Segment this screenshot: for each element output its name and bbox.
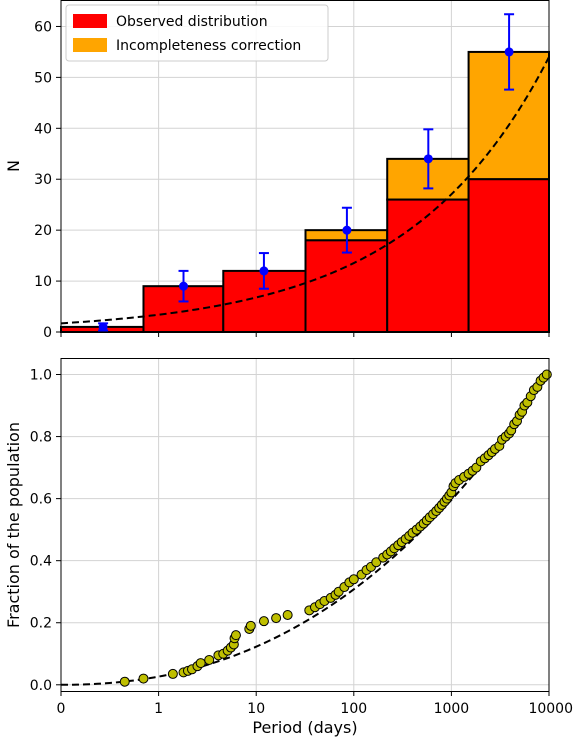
x-axis-label: Period (days) xyxy=(252,718,357,737)
error-point xyxy=(342,225,352,235)
bottom-y-tick-label: 1.0 xyxy=(30,368,52,384)
legend-box xyxy=(65,4,329,62)
bottom-x-ticks: 0 1 10 100 1000 10000 xyxy=(57,691,573,717)
legend-swatch-correction xyxy=(73,38,107,52)
bottom-fit-curve xyxy=(60,373,550,686)
bar-observed xyxy=(386,198,470,333)
legend: Observed distribution Incompleteness cor… xyxy=(65,4,329,62)
top-y-tick-label: 40 xyxy=(34,121,52,137)
bottom-y-tick-label: 0.4 xyxy=(30,554,52,570)
top-y-tick-label: 60 xyxy=(34,19,52,35)
bar-observed xyxy=(467,178,551,333)
error-point xyxy=(259,266,269,276)
scatter-point xyxy=(282,609,293,620)
error-point xyxy=(423,154,433,164)
scatter-point xyxy=(245,620,256,631)
bottom-scatter-points xyxy=(119,369,552,687)
top-panel: 0 10 20 30 40 50 60 N Observed distribution In… xyxy=(4,0,551,341)
bottom-x-tick-label: 1000 xyxy=(434,701,470,717)
bottom-y-axis-label: Fraction of the population xyxy=(4,422,23,628)
legend-label-correction: Incompleteness correction xyxy=(116,38,301,54)
scatter-point xyxy=(138,673,149,684)
error-point xyxy=(179,281,189,291)
scatter-point xyxy=(195,658,206,669)
top-y-tick-label: 10 xyxy=(34,274,52,290)
bottom-plot-frame xyxy=(60,358,550,692)
top-error-points xyxy=(98,13,515,332)
top-y-tick-label: 0 xyxy=(43,325,52,341)
scatter-point xyxy=(204,654,215,665)
bottom-x-tick-label: 1 xyxy=(154,701,163,717)
bar-observed xyxy=(304,239,389,333)
top-plot-frame xyxy=(60,0,550,333)
legend-label-observed: Observed distribution xyxy=(116,14,268,30)
scatter-point xyxy=(230,630,241,641)
bottom-grid xyxy=(60,359,550,691)
bottom-panel: 0.0 0.2 0.4 0.6 0.8 1.0 0 1 10 100 1000 10000 Frac… xyxy=(4,358,573,737)
scatter-point xyxy=(348,574,359,585)
bottom-y-ticks: 0.0 0.2 0.4 0.6 0.8 1.0 xyxy=(30,368,61,694)
bottom-x-tick-label: 100 xyxy=(340,701,367,717)
top-y-tick-label: 20 xyxy=(34,223,52,239)
error-point xyxy=(504,47,514,57)
legend-swatch-observed xyxy=(73,14,107,28)
bottom-x-tick-label: 0 xyxy=(57,701,66,717)
top-y-ticks: 0 10 20 30 40 50 60 xyxy=(34,19,61,341)
scatter-point xyxy=(258,616,269,627)
bottom-x-tick-label: 10000 xyxy=(528,701,573,717)
scatter-point xyxy=(119,676,130,687)
top-fit-curve xyxy=(60,56,550,325)
top-bars xyxy=(60,50,551,333)
scatter-point xyxy=(371,557,382,568)
scatter-point xyxy=(167,668,178,679)
error-point xyxy=(98,322,108,332)
top-y-tick-label: 50 xyxy=(34,70,52,86)
scatter-point xyxy=(541,369,552,380)
scatter-point xyxy=(271,613,282,624)
bottom-y-tick-label: 0.6 xyxy=(30,492,52,508)
bottom-y-tick-label: 0.2 xyxy=(30,616,52,632)
bottom-y-tick-label: 0.0 xyxy=(30,678,52,694)
top-x-ticks xyxy=(60,332,550,337)
bottom-x-tick-label: 10 xyxy=(247,701,265,717)
top-y-tick-label: 30 xyxy=(34,172,52,188)
bottom-y-tick-label: 0.8 xyxy=(30,430,52,446)
top-y-axis-label: N xyxy=(4,160,23,172)
